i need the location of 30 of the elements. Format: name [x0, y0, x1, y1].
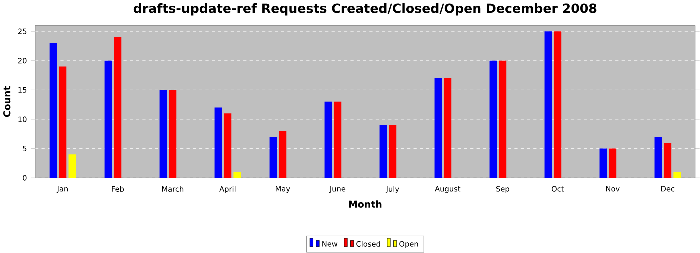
bar [214, 108, 222, 178]
bar [444, 78, 452, 178]
bar [59, 66, 67, 178]
bar [490, 60, 498, 178]
bar [600, 148, 608, 178]
bar [334, 102, 342, 178]
bar [169, 90, 177, 178]
bar [234, 172, 242, 178]
bar [68, 154, 76, 178]
bar [224, 114, 232, 178]
bar [270, 137, 278, 178]
bar [554, 32, 562, 178]
bar [50, 43, 58, 178]
bar [389, 125, 397, 178]
bar [324, 102, 332, 178]
bar [609, 148, 617, 178]
x-axis-title: Month [349, 200, 382, 208]
bar [160, 90, 168, 178]
bar [279, 131, 287, 178]
bar [499, 60, 507, 178]
bar [434, 78, 442, 178]
bar [674, 172, 682, 178]
bar [654, 137, 662, 178]
bar [114, 38, 122, 178]
bar [104, 60, 112, 178]
bar [544, 32, 552, 178]
y-axis-title: Count [4, 86, 11, 118]
bar [664, 143, 672, 178]
chart-title: drafts-update-ref Requests Created/Closed/Open December 2008 [134, 4, 597, 16]
bar [380, 125, 388, 178]
